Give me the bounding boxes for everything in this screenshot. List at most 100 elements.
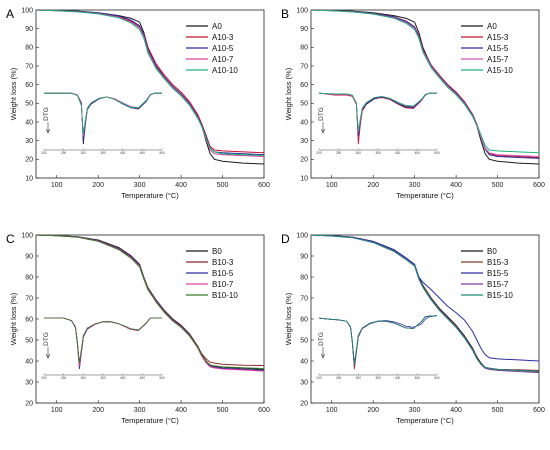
y-tick-label: 50 xyxy=(300,101,308,108)
inset-x-tick-label: 250 xyxy=(61,151,67,155)
y-tick-label: 60 xyxy=(300,82,308,89)
x-tick-label: 200 xyxy=(367,182,379,189)
tga-curves xyxy=(311,235,539,374)
legend-entry: A0 xyxy=(212,22,222,31)
y-tick-label: 40 xyxy=(25,358,33,365)
panel-B: B 10 20 30 40 50 60 70 80 90 100 100 200 300 400 500 600… xyxy=(281,7,545,200)
panel-A: A 10 20 30 40 50 60 70 80 90 100 100 200 300 400 500 600… xyxy=(6,7,270,200)
y-tick-label: 40 xyxy=(300,358,308,365)
inset-x-tick-label: 300 xyxy=(356,151,362,155)
legend-entry: B15-3 xyxy=(487,258,509,267)
legend-entry: B15-5 xyxy=(487,269,509,278)
legend: B0 B15-3 B15-5 B15-7 B15-10 xyxy=(461,247,513,300)
x-tick-label: 300 xyxy=(409,182,421,189)
inset-x-tick-label: 400 xyxy=(120,376,126,380)
legend-entry: A10-5 xyxy=(212,44,234,53)
x-tick-label: 400 xyxy=(175,407,187,414)
y-tick-label: 80 xyxy=(300,45,308,52)
series-line-B15-10 xyxy=(311,235,539,372)
series-line-B15-5 xyxy=(311,235,539,362)
y-tick-label: 70 xyxy=(25,63,33,70)
y-tick-label: 60 xyxy=(25,316,33,323)
legend-entry: B10-10 xyxy=(212,291,238,300)
legend-entry: A10-10 xyxy=(212,66,238,75)
y-tick-label: 70 xyxy=(300,63,308,70)
series-line-B10-10 xyxy=(36,235,264,370)
y-tick-label: 90 xyxy=(25,253,33,260)
tga-curves xyxy=(36,10,264,165)
y-tick-label: 60 xyxy=(300,316,308,323)
y-tick-label: 50 xyxy=(25,337,33,344)
x-tick-label: 500 xyxy=(217,182,229,189)
x-tick-label: 300 xyxy=(134,407,146,414)
inset-arrow-head-icon xyxy=(320,353,326,359)
inset-x-tick-label: 300 xyxy=(81,376,87,380)
x-tick-label: 200 xyxy=(92,182,104,189)
inset-x-tick-label: 500 xyxy=(434,151,440,155)
legend-entry: B10-7 xyxy=(212,280,234,289)
legend-entry: B10-5 xyxy=(212,269,234,278)
inset-x-tick-label: 350 xyxy=(375,376,381,380)
panel-letter: A xyxy=(6,7,14,21)
inset-arrow-head-icon xyxy=(320,128,326,134)
x-tick-label: 600 xyxy=(258,182,270,189)
y-tick-label: 70 xyxy=(25,295,33,302)
y-tick-label: 100 xyxy=(296,232,308,239)
x-tick-label: 100 xyxy=(51,407,63,414)
y-tick-label: 30 xyxy=(25,379,33,386)
inset-x-tick-label: 300 xyxy=(356,376,362,380)
inset-x-tick-label: 350 xyxy=(375,151,381,155)
inset-arrow-head-icon xyxy=(45,128,51,134)
x-axis-title: Temperature (°C) xyxy=(396,191,454,200)
legend-entry: A0 xyxy=(487,22,497,31)
inset-x-tick-label: 350 xyxy=(100,376,106,380)
legend-entry: A10-3 xyxy=(212,33,234,42)
x-tick-label: 400 xyxy=(450,407,462,414)
x-tick-label: 400 xyxy=(450,182,462,189)
inset-series-line-A15-10 xyxy=(318,92,437,132)
inset-x-tick-label: 400 xyxy=(395,376,401,380)
series-line-A10-10 xyxy=(36,10,264,157)
y-tick-label: 30 xyxy=(25,138,33,145)
y-tick-label: 90 xyxy=(300,26,308,33)
x-axis-title: Temperature (°C) xyxy=(396,416,454,425)
inset-x-tick-label: 450 xyxy=(415,151,421,155)
legend-entry: A15-7 xyxy=(487,55,509,64)
inset-x-tick-label: 250 xyxy=(336,376,342,380)
y-tick-label: 80 xyxy=(25,45,33,52)
tga-curves xyxy=(36,235,264,372)
y-tick-label: 30 xyxy=(300,138,308,145)
inset-x-tick-label: 500 xyxy=(159,376,165,380)
x-tick-label: 600 xyxy=(533,407,545,414)
y-tick-label: 40 xyxy=(300,119,308,126)
legend-entry: B0 xyxy=(487,247,497,256)
y-tick-label: 90 xyxy=(300,253,308,260)
y-tick-label: 60 xyxy=(25,82,33,89)
dtg-inset: 200 250 300 350 400 450 500 DTG xyxy=(316,92,440,155)
inset-x-tick-label: 200 xyxy=(41,376,47,380)
inset-x-tick-label: 200 xyxy=(41,151,47,155)
legend: A0 A15-3 A15-5 A15-7 A15-10 xyxy=(461,22,513,75)
x-tick-label: 500 xyxy=(492,182,504,189)
y-axis-title: Weight loss (%) xyxy=(284,67,293,120)
legend: B0 B10-3 B10-5 B10-7 B10-10 xyxy=(186,247,238,300)
legend-entry: A15-10 xyxy=(487,66,513,75)
x-tick-label: 100 xyxy=(326,182,338,189)
inset-dtg-label: DTG xyxy=(43,332,50,346)
x-tick-label: 600 xyxy=(533,182,545,189)
y-tick-label: 80 xyxy=(300,274,308,281)
inset-x-tick-label: 250 xyxy=(61,376,67,380)
panel-D: D 20 30 40 50 60 70 80 90 100 100 200 300 400 500 600 Te… xyxy=(281,232,545,425)
panel-C: C 20 30 40 50 60 70 80 90 100 100 200 300 400 500 600 Te… xyxy=(6,232,270,425)
legend-entry: B15-7 xyxy=(487,280,509,289)
inset-dtg-label: DTG xyxy=(43,107,50,121)
inset-series-line-A10-10 xyxy=(44,92,162,135)
y-axis-title: Weight loss (%) xyxy=(284,292,293,345)
legend-entry: B0 xyxy=(212,247,222,256)
inset-x-tick-label: 400 xyxy=(395,151,401,155)
x-tick-label: 100 xyxy=(326,407,338,414)
inset-arrow-head-icon xyxy=(45,353,51,359)
inset-x-tick-label: 450 xyxy=(140,376,146,380)
inset-x-tick-label: 450 xyxy=(140,151,146,155)
dtg-inset: 200 250 300 350 400 450 500 DTG xyxy=(41,92,165,155)
